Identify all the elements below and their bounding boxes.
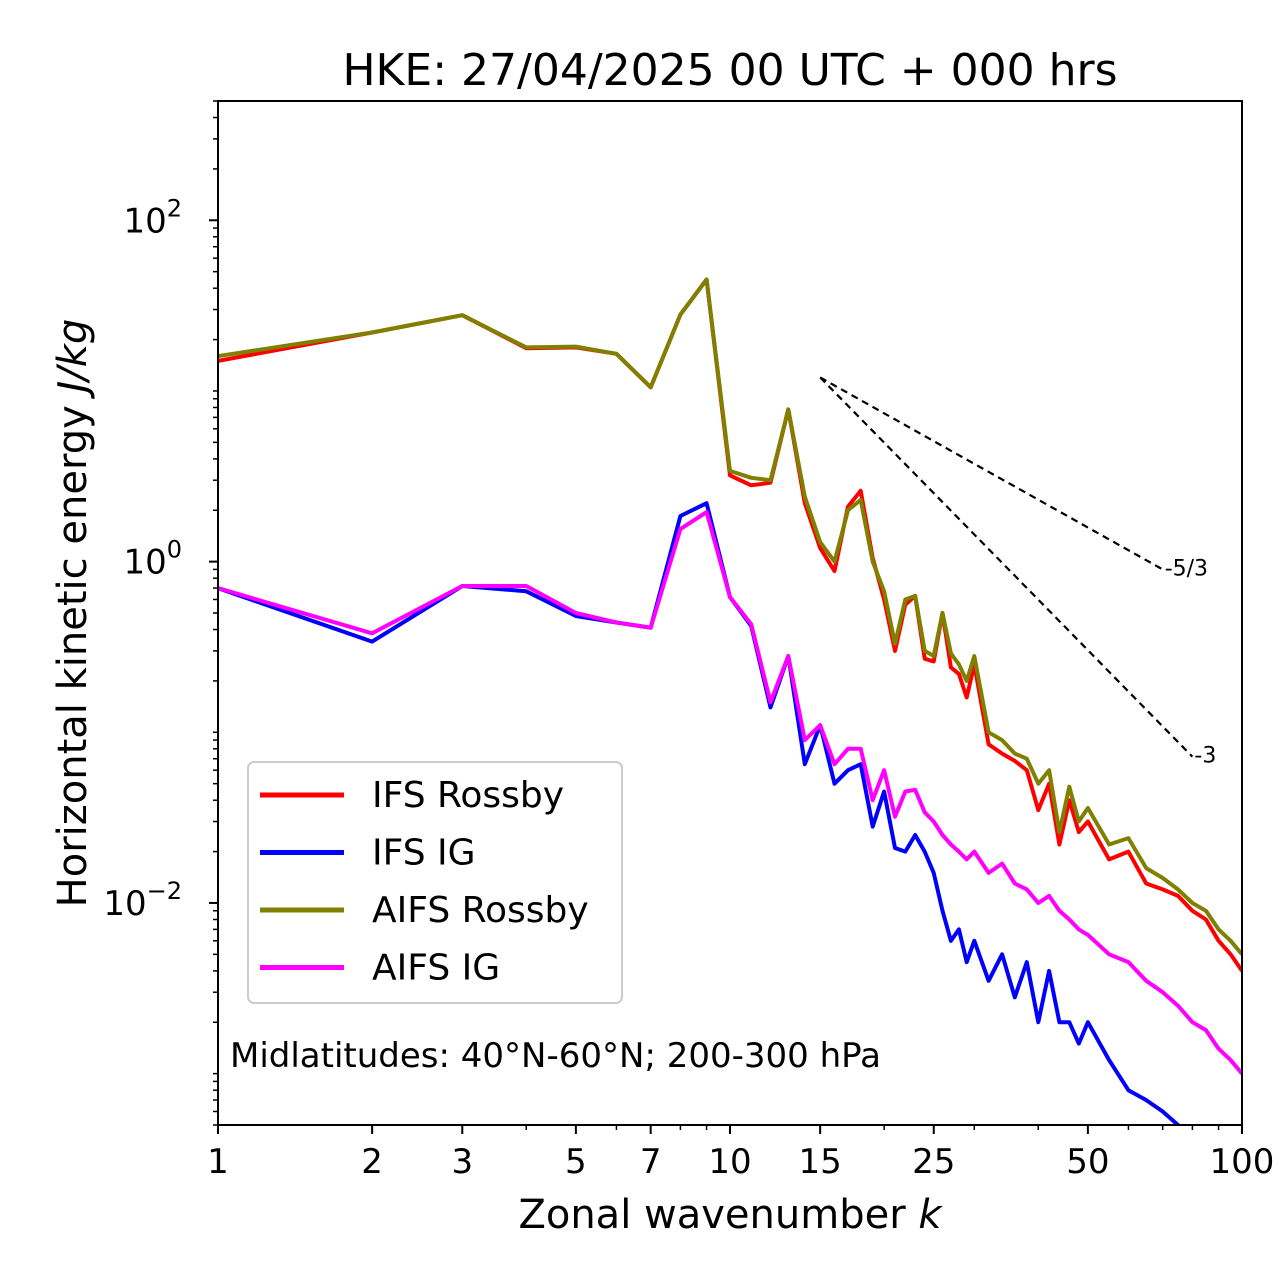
x-tick-label: 100 <box>1210 1142 1275 1182</box>
slope-label: -5/3 <box>1165 556 1208 581</box>
y-axis-label-unit: J/kg <box>50 319 96 400</box>
x-axis: 1 2 3 5 7 10 15 25 50 100 <box>207 1125 1274 1182</box>
legend-label: AIFS Rossby <box>372 890 589 931</box>
series-layer <box>218 277 1242 1125</box>
legend-label: IFS Rossby <box>372 775 564 816</box>
legend-box <box>247 761 623 1004</box>
region-annotation: Midlatitudes: 40°N-60°N; 200-300 hPa <box>230 1036 881 1076</box>
legend-label: AIFS IG <box>372 948 500 989</box>
x-tick-label: 2 <box>361 1142 383 1182</box>
y-tick-label: 102 <box>123 194 182 241</box>
legend: IFS Rossby IFS IG AIFS Rossby AIFS IG <box>247 761 623 1004</box>
series-line-aifs-ig <box>218 510 1242 1075</box>
x-axis-label: Zonal wavenumber k <box>518 1192 943 1238</box>
x-axis-label-text: Zonal wavenumber <box>518 1192 918 1238</box>
y-tick-label: 100 <box>123 536 182 583</box>
y-axis: 102 100 10−2 <box>103 100 218 1126</box>
x-tick-label: 10 <box>708 1142 751 1182</box>
legend-label: IFS IG <box>372 833 476 874</box>
x-tick-label: 5 <box>565 1142 587 1182</box>
reference-lines: -5/3 -3 <box>819 376 1216 769</box>
x-tick-label: 7 <box>640 1142 662 1182</box>
x-tick-label: 1 <box>207 1142 229 1182</box>
x-tick-label: 3 <box>451 1142 473 1182</box>
slope-reference-line <box>819 376 1194 758</box>
x-axis-label-var: k <box>918 1192 943 1238</box>
x-tick-label: 50 <box>1066 1142 1109 1182</box>
x-tick-label: 15 <box>799 1142 842 1182</box>
y-tick-label: 10−2 <box>103 877 182 924</box>
y-axis-label-text: Horizontal kinetic energy <box>50 393 96 908</box>
y-axis-label: Horizontal kinetic energy J/kg <box>50 319 96 908</box>
series-line-aifs-rossby <box>218 277 1242 956</box>
chart-title: HKE: 27/04/2025 00 UTC + 000 hrs <box>342 45 1117 96</box>
slope-reference-line <box>819 376 1164 571</box>
slope-label: -3 <box>1194 744 1216 769</box>
x-tick-label: 25 <box>912 1142 955 1182</box>
